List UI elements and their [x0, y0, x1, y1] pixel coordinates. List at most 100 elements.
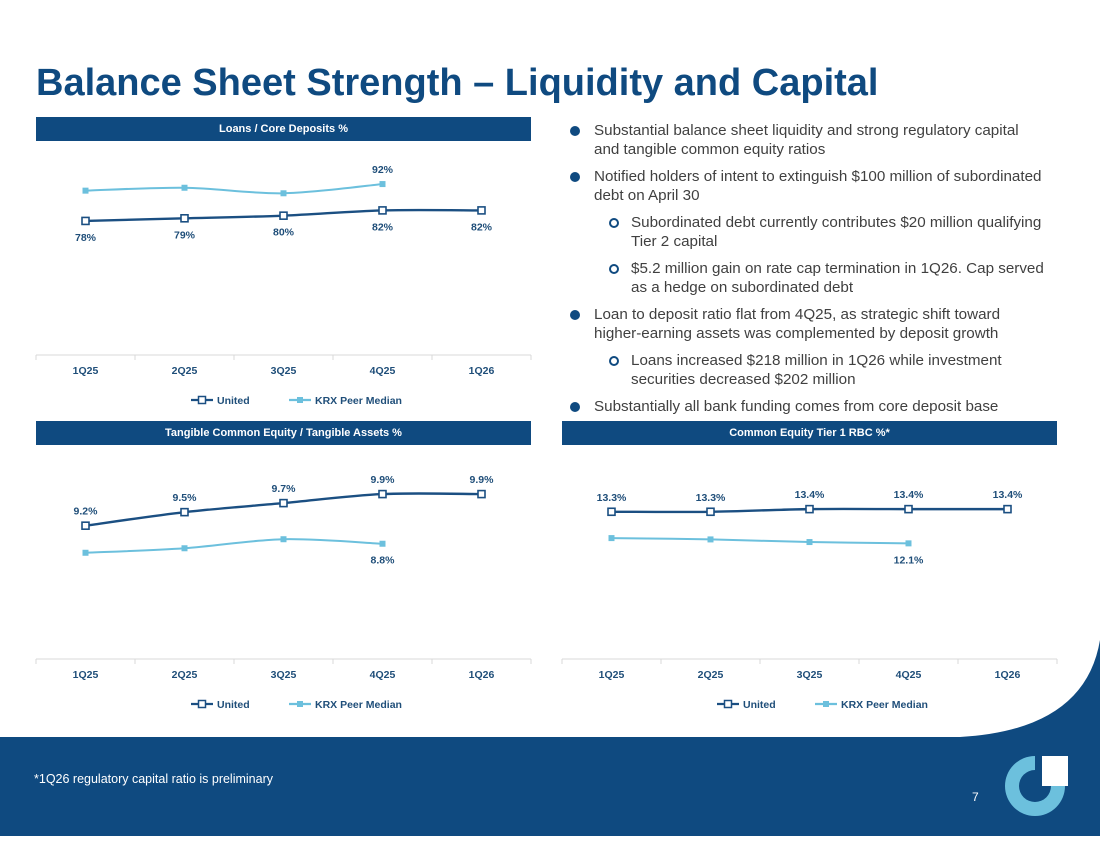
- x-tick-label: 2Q25: [698, 669, 724, 681]
- data-label: 78%: [75, 232, 97, 244]
- series-line-peer-median: [611, 537, 909, 545]
- data-point-peer-median: [181, 184, 188, 191]
- x-tick-label: 1Q26: [469, 669, 495, 681]
- data-label: 13.3%: [696, 492, 726, 504]
- chart-legend: United KRX Peer Median: [191, 395, 402, 407]
- x-tick-label: 4Q25: [896, 669, 922, 681]
- loans-to-core-deposits-chart: 1Q25 2Q25 3Q25 4Q25 1Q26 78% 79% 80% 82% 82% 92% Un…: [35, 164, 532, 407]
- series-line-peer-median: [85, 538, 383, 554]
- data-label: 9.7%: [272, 483, 297, 495]
- data-point-united: [180, 214, 189, 223]
- data-label: 82%: [372, 221, 394, 233]
- data-label: 13.4%: [993, 489, 1023, 501]
- data-point-peer-median: [379, 181, 386, 188]
- data-point-peer-median: [82, 549, 89, 556]
- sub-bullet-circle-icon: [609, 264, 619, 274]
- sub-bullet-circle-icon: [609, 218, 619, 228]
- data-label: 13.3%: [597, 492, 627, 504]
- data-label: 9.9%: [470, 474, 495, 486]
- data-label: 9.2%: [74, 506, 99, 518]
- data-point-peer-median: [707, 536, 714, 543]
- bullet-dot-icon: [570, 310, 580, 320]
- data-label: 13.4%: [795, 489, 825, 501]
- legend-label: United: [217, 699, 250, 711]
- data-point-peer-median: [280, 190, 287, 197]
- common-equity-tier1-chart: 1Q25 2Q25 3Q25 4Q25 1Q26 13.3% 13.3% 13.4% 13.4%…: [561, 489, 1058, 711]
- bullet-text: Substantial balance sheet liquidity and …: [594, 122, 1019, 158]
- series-line-peer-median: [85, 183, 383, 195]
- sub-bullet-item: $5.2 million gain on rate cap terminatio…: [566, 259, 1046, 297]
- data-point-united: [378, 206, 387, 215]
- bullet-text: Loan to deposit ratio flat from 4Q25, as…: [594, 306, 1001, 342]
- data-point-united: [378, 489, 387, 499]
- data-point-peer-median: [280, 536, 287, 543]
- data-label: 79%: [174, 229, 196, 241]
- data-point-peer-median: [905, 540, 912, 547]
- legend-label: United: [217, 395, 250, 407]
- bullet-item: Substantial balance sheet liquidity and …: [566, 121, 1046, 159]
- series-line-united: [85, 492, 482, 527]
- footer-band: [0, 737, 1100, 836]
- x-tick-label: 1Q26: [469, 365, 495, 377]
- data-point-united: [904, 504, 913, 514]
- x-tick-label: 3Q25: [271, 365, 297, 377]
- bullet-list: Substantial balance sheet liquidity and …: [566, 121, 1046, 424]
- data-point-peer-median: [608, 535, 615, 542]
- sub-bullet-item: Subordinated debt currently contributes …: [566, 213, 1046, 251]
- legend-marker: [197, 395, 207, 405]
- data-point-united: [477, 489, 486, 499]
- data-label: 12.1%: [894, 554, 924, 566]
- legend-label: KRX Peer Median: [315, 395, 402, 407]
- data-point-united: [706, 507, 715, 517]
- data-point-peer-median: [806, 539, 813, 546]
- loans-chart-title: Loans / Core Deposits %: [36, 117, 531, 141]
- data-point-united: [477, 206, 486, 215]
- x-tick-label: 2Q25: [172, 669, 198, 681]
- data-point-united: [279, 211, 288, 220]
- tangible-common-equity-chart: 1Q25 2Q25 3Q25 4Q25 1Q26 9.2% 9.5% 9.7% 9.9% 9.9%…: [35, 474, 532, 711]
- legend-marker: [723, 699, 733, 709]
- data-point-united: [81, 216, 90, 226]
- bullet-text: Loans increased $218 million in 1Q26 whi…: [631, 352, 1002, 388]
- data-point-united: [180, 507, 189, 517]
- cet1-chart-title: Common Equity Tier 1 RBC %*: [562, 421, 1057, 445]
- x-tick-label: 4Q25: [370, 365, 396, 377]
- bullet-dot-icon: [570, 402, 580, 412]
- data-point-united: [81, 521, 90, 530]
- bullet-item: Notified holders of intent to extinguish…: [566, 167, 1046, 205]
- bullet-text: Subordinated debt currently contributes …: [631, 214, 1042, 250]
- tce-chart-title: Tangible Common Equity / Tangible Assets…: [36, 421, 531, 445]
- legend-marker: [197, 699, 207, 709]
- data-label: 13.4%: [894, 489, 924, 501]
- x-tick-label: 3Q25: [271, 669, 297, 681]
- x-tick-label: 1Q25: [73, 669, 99, 681]
- x-tick-label: 1Q25: [599, 669, 625, 681]
- company-logo: [1005, 756, 1068, 816]
- bullet-text: Substantially all bank funding comes fro…: [594, 398, 999, 415]
- x-tick-label: 1Q26: [995, 669, 1021, 681]
- data-label: 92%: [372, 164, 394, 176]
- data-point-united: [279, 498, 288, 508]
- bullet-item: Loan to deposit ratio flat from 4Q25, as…: [566, 305, 1046, 343]
- data-point-united: [1003, 504, 1012, 514]
- data-label: 9.9%: [371, 474, 396, 486]
- data-point-united: [805, 504, 814, 514]
- data-point-peer-median: [181, 545, 188, 552]
- data-label: 9.5%: [173, 492, 198, 504]
- bullet-item: Substantially all bank funding comes fro…: [566, 397, 1046, 416]
- legend-marker: [823, 701, 829, 707]
- bullet-dot-icon: [570, 172, 580, 182]
- footnote: *1Q26 regulatory capital ratio is prelim…: [34, 772, 273, 786]
- data-label: 82%: [471, 221, 493, 233]
- x-tick-label: 2Q25: [172, 365, 198, 377]
- x-tick-label: 3Q25: [797, 669, 823, 681]
- legend-label: KRX Peer Median: [841, 699, 928, 711]
- data-point-peer-median: [82, 187, 89, 194]
- legend-marker: [297, 397, 303, 403]
- legend-label: United: [743, 699, 776, 711]
- bullet-dot-icon: [570, 126, 580, 136]
- data-label: 80%: [273, 227, 295, 239]
- page-title: Balance Sheet Strength – Liquidity and C…: [36, 62, 879, 104]
- sub-bullet-circle-icon: [609, 356, 619, 366]
- page-number: 7: [972, 790, 979, 804]
